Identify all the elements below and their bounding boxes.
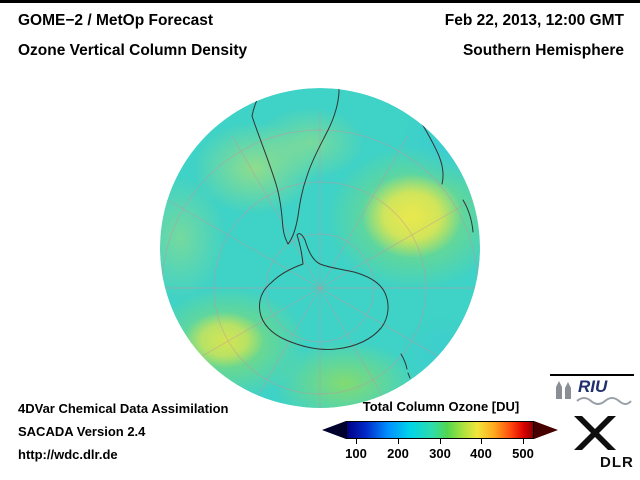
coastline-australia	[462, 199, 474, 233]
colorbar-tick	[523, 439, 524, 444]
colorbar-tick	[440, 439, 441, 444]
riu-underline-wave	[576, 397, 632, 405]
cathedral-icon	[556, 381, 571, 399]
ozone-globe-map	[160, 88, 480, 408]
colorbar-tick	[398, 439, 399, 444]
url-label: http://wdc.dlr.de	[18, 447, 118, 462]
ozone-field-blob	[160, 176, 226, 300]
ozone-field-blob	[362, 174, 462, 258]
coastline-africa	[420, 121, 444, 185]
ozone-field-blob	[184, 312, 264, 368]
version-label: SACADA Version 2.4	[18, 424, 146, 439]
coastline-new-zealand	[400, 353, 411, 379]
top-border	[0, 0, 640, 3]
hemisphere-label: Southern Hemisphere	[462, 42, 624, 59]
ozone-field-blob	[255, 107, 365, 179]
colorbar-gradient	[347, 422, 533, 438]
colorbar-over-arrow	[534, 421, 558, 439]
coastline-antarctica	[259, 233, 389, 350]
product-title: GOME−2 / MetOp Forecast	[18, 12, 214, 29]
colorbar	[346, 421, 534, 439]
colorbar-tick-label: 400	[470, 446, 492, 461]
datetime-label: Feb 22, 2013, 12:00 GMT	[444, 12, 624, 29]
colorbar-tick	[356, 439, 357, 444]
riu-logo-text: RIU	[578, 377, 608, 396]
riu-logo-rule	[550, 374, 634, 376]
method-label: 4DVar Chemical Data Assimilation	[18, 401, 229, 416]
coastlines	[251, 88, 474, 379]
colorbar-tick-label: 200	[387, 446, 409, 461]
colorbar-tick-label: 100	[345, 446, 367, 461]
dlr-logo: DLR	[568, 410, 636, 471]
riu-logo: RIU	[550, 374, 634, 406]
dlr-logo-mark	[574, 416, 616, 450]
colorbar-tick	[481, 439, 482, 444]
colorbar-under-arrow	[322, 421, 346, 439]
colorbar-title: Total Column Ozone [DU]	[362, 399, 520, 414]
colorbar-tick-label: 500	[512, 446, 534, 461]
dlr-logo-text: DLR	[600, 454, 634, 471]
coastline-south-america	[251, 88, 340, 245]
colorbar-tick-label: 300	[429, 446, 451, 461]
quantity-title: Ozone Vertical Column Density	[18, 42, 248, 59]
